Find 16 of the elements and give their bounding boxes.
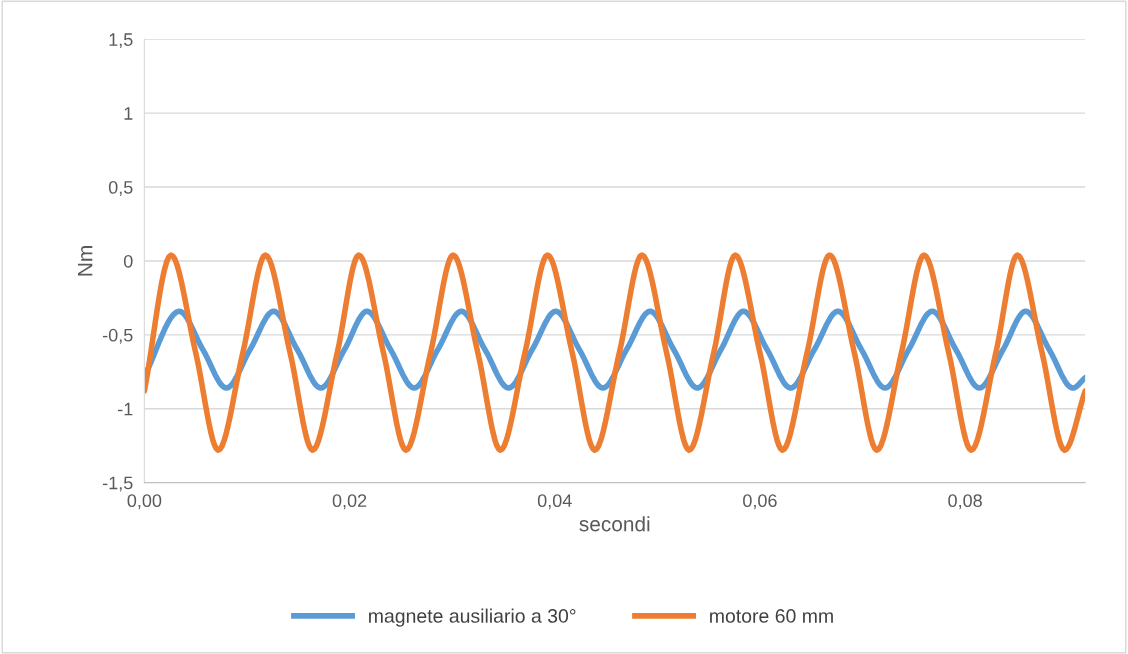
legend-label: magnete ausiliario a 30°: [369, 608, 576, 627]
y-tick-label: 1,5: [109, 33, 133, 49]
y-tick-label: 1: [124, 107, 133, 120]
y-axis-title: Nm: [77, 246, 93, 276]
y-tick-label: 0,5: [108, 180, 133, 196]
x-tick-label: 0,02: [332, 494, 367, 510]
y-tick-label: -1: [118, 402, 133, 416]
legend-label: motore 60 mm: [710, 609, 833, 623]
x-tick-label: 0,08: [948, 494, 982, 510]
y-tick-label: -0,5: [102, 328, 133, 344]
y-tick-label: -1,5: [102, 476, 133, 492]
x-axis-title: secondi: [579, 516, 650, 532]
x-tick-label: 0,06: [743, 494, 777, 510]
x-tick-label: 0,04: [537, 494, 572, 510]
x-tick-label: 0,00: [127, 494, 162, 510]
y-tick-label: 0: [123, 254, 133, 268]
